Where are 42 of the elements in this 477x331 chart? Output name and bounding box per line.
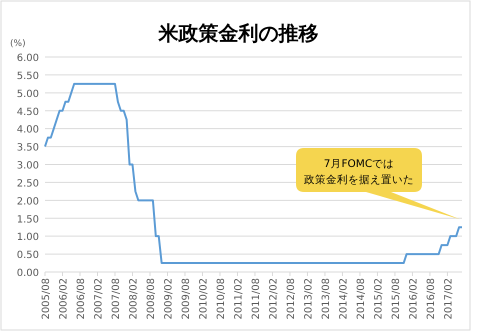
x-tick-label: 2007/02 xyxy=(93,278,104,320)
line-series xyxy=(44,82,463,264)
y-tick-label: 0.00 xyxy=(16,268,39,279)
x-tick-label: 2006/08 xyxy=(76,278,87,320)
x-tick-label: 2015/02 xyxy=(373,278,384,320)
x-tick-label: 2012/08 xyxy=(286,278,297,320)
x-tick-label: 2014/02 xyxy=(338,278,350,320)
x-tick-label: 2010/08 xyxy=(216,278,227,320)
x-tick-label: 2013/02 xyxy=(303,278,314,320)
x-tick-label: 2008/08 xyxy=(146,278,157,320)
y-tick-label: 3.50 xyxy=(16,142,39,154)
x-tick-label: 2016/08 xyxy=(426,278,437,320)
y-tick-label: 4.00 xyxy=(16,124,39,136)
y-axis-title: (%) xyxy=(10,39,26,49)
y-tick-label: 4.50 xyxy=(16,106,39,118)
x-tick-label: 2006/02 xyxy=(58,278,70,320)
y-tick-label: 0.50 xyxy=(16,250,39,262)
annotation: 政策金利を据え置いた xyxy=(304,173,414,186)
x-tick-label: 2005/08 xyxy=(41,278,52,320)
x-tick-label: 2011/08 xyxy=(250,278,262,320)
annotation: 7月FOMCでは xyxy=(324,158,394,170)
chart-title: 米政策金利の推移 xyxy=(158,21,318,45)
x-tick-label: 2015/08 xyxy=(390,278,402,320)
x-tick-label: 2007/08 xyxy=(110,278,122,320)
x-tick-label: 2013/08 xyxy=(320,278,332,320)
y-tick-label: 6.00 xyxy=(16,53,39,64)
y-tick-label: 2.00 xyxy=(16,196,39,208)
y-tick-label: 5.50 xyxy=(16,70,39,82)
y-tick-label: 2.50 xyxy=(16,178,39,190)
x-tick-label: 2014/08 xyxy=(356,278,367,320)
x-tick-label: 2008/02 xyxy=(128,278,140,320)
y-tick-label: 3.00 xyxy=(16,160,39,172)
y-tick-label: 1.50 xyxy=(16,214,39,226)
x-tick-label: 2011/02 xyxy=(233,278,244,320)
x-tick-label: 2012/02 xyxy=(268,278,280,320)
y-tick-label: 5.00 xyxy=(16,88,39,100)
x-tick-label: 2009/02 xyxy=(163,278,174,320)
x-tick-label: 2009/08 xyxy=(180,278,192,320)
y-tick-label: 1.00 xyxy=(16,232,39,244)
x-tick-label: 2017/02 xyxy=(443,278,454,320)
x-tick-label: 2010/02 xyxy=(198,278,210,320)
x-tick-label: 2016/02 xyxy=(408,278,420,320)
